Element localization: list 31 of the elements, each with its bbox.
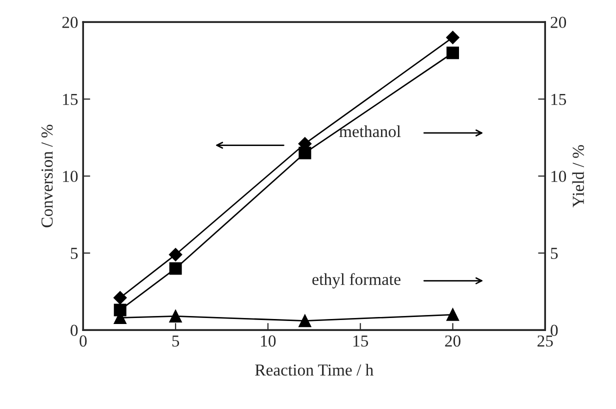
point	[114, 291, 127, 304]
x-tick-label: 25	[538, 335, 553, 347]
point	[169, 262, 182, 275]
point	[446, 308, 460, 321]
y2-tick-label: 10	[551, 170, 566, 182]
point	[298, 314, 312, 328]
y-tick-label: 20	[62, 16, 78, 28]
annotation: methanol	[339, 125, 401, 138]
point	[114, 304, 126, 316]
y2-tick-label: 5	[550, 248, 558, 260]
point	[446, 46, 460, 60]
y-tick-label: 10	[63, 170, 78, 182]
x-tick-label: 10	[261, 335, 276, 347]
annotation: ethyl formate	[312, 273, 400, 288]
x-axis-title: Reaction Time / h	[255, 364, 374, 376]
y2-axis-title: Yield / %	[572, 145, 584, 208]
x-tick-label: 20	[445, 335, 460, 347]
point	[169, 310, 182, 322]
x-tick-label: 5	[172, 336, 180, 347]
point	[168, 248, 182, 262]
y2-tick-label: 15	[551, 94, 566, 106]
x-tick-label: 0	[80, 335, 87, 347]
y-tick-label: 0	[70, 324, 78, 336]
y2-tick-label: 20	[550, 16, 566, 28]
y-tick-label: 5	[70, 248, 78, 260]
x-tick-label: 15	[353, 335, 368, 347]
point	[446, 30, 460, 44]
point	[298, 146, 312, 160]
y-tick-label: 15	[63, 94, 78, 106]
y-axis-title: Conversion / %	[41, 124, 53, 228]
y2-tick-label: 0	[550, 324, 558, 336]
